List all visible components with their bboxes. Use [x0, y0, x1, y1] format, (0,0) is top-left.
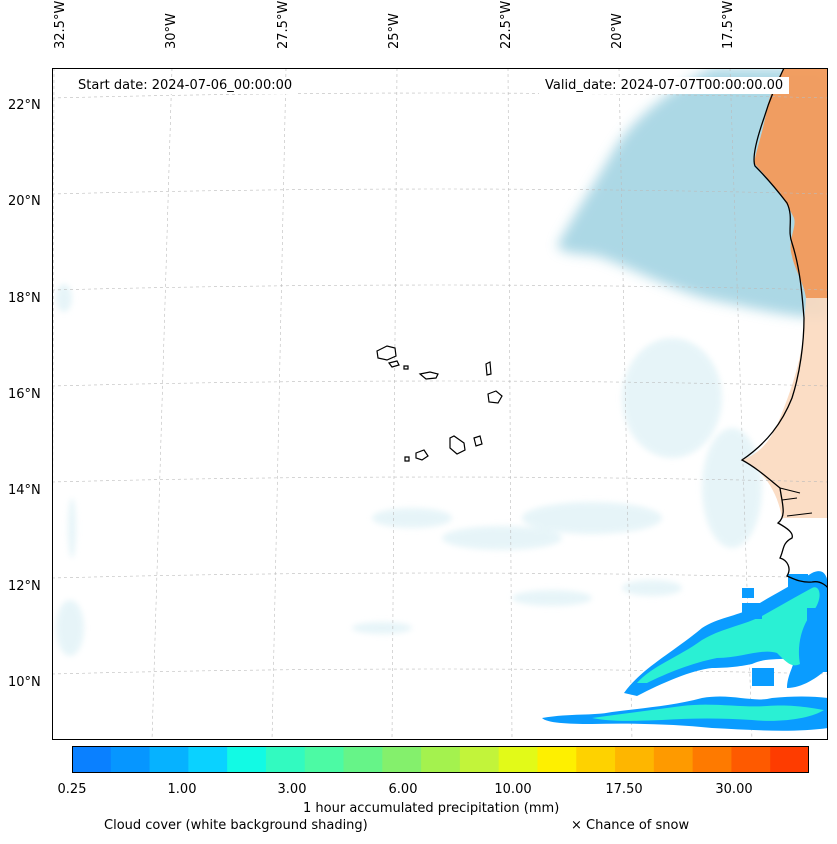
colorbar-tick: 1.00	[167, 782, 197, 797]
colorbar-segment	[110, 746, 151, 773]
land-shading-north	[754, 68, 828, 298]
colorbar-border	[72, 746, 809, 773]
lon-label-30w: 30°W	[164, 13, 179, 49]
colorbar-segment	[692, 746, 732, 773]
colorbar-segment	[537, 746, 577, 773]
colorbar-label: 1 hour accumulated precipitation (mm)	[303, 801, 560, 816]
colorbar-segment	[498, 746, 538, 773]
lon-label-27-5w: 27.5°W	[276, 0, 291, 49]
colorbar-segment	[265, 746, 306, 773]
cloud-shading	[56, 284, 762, 656]
colorbar-segment	[770, 746, 809, 773]
map-panel	[52, 68, 828, 740]
precip-band-lower-core	[592, 704, 824, 721]
gambia-coast	[779, 487, 813, 517]
colorbar-segment	[382, 746, 422, 773]
colorbar-segment	[421, 746, 461, 773]
precip-cells	[742, 574, 828, 686]
lon-label-17-5w: 17.5°W	[721, 0, 736, 49]
colorbar-segment	[343, 746, 383, 773]
colorbar-tick: 6.00	[388, 782, 418, 797]
lon-label-22-5w: 22.5°W	[499, 0, 514, 49]
colorbar-segment	[304, 746, 345, 773]
lat-label-12n: 12°N	[8, 579, 41, 594]
snow-legend: × Chance of snow	[571, 818, 690, 833]
colorbar	[72, 746, 809, 773]
lat-label-22n: 22°N	[8, 98, 41, 113]
lat-label-20n: 20°N	[8, 194, 41, 209]
graticule	[52, 68, 828, 740]
cape-verde-islands	[376, 345, 503, 462]
valid-date-label: Valid_date: 2024-07-07T00:00:00.00	[539, 77, 790, 94]
colorbar-segment	[72, 746, 112, 773]
land-shading-south	[742, 298, 828, 518]
lon-label-25w: 25°W	[387, 13, 402, 49]
precipitation-bands	[542, 571, 828, 731]
colorbar-tick: 0.25	[57, 782, 87, 797]
colorbar-segment	[227, 746, 267, 773]
africa-coastline	[740, 68, 828, 589]
start-date-label: Start date: 2024-07-06_00:00:00	[72, 77, 299, 94]
colorbar-tick: 17.50	[605, 782, 643, 797]
colorbar-tick: 30.00	[715, 782, 753, 797]
colorbar-segment	[731, 746, 771, 773]
colorbar-tick: 3.00	[277, 782, 307, 797]
lat-label-18n: 18°N	[8, 291, 41, 306]
colorbar-segment	[149, 746, 189, 773]
colorbar-tick: 10.00	[494, 782, 532, 797]
lat-label-10n: 10°N	[8, 675, 41, 690]
colorbar-segment	[653, 746, 694, 773]
lon-label-32-5w: 32.5°W	[53, 0, 68, 49]
cloud-cover-legend: Cloud cover (white background shading)	[104, 818, 368, 833]
lat-label-14n: 14°N	[8, 483, 41, 498]
precip-band-upper-core	[637, 587, 820, 683]
colorbar-segment	[188, 746, 228, 773]
colorbar-segment	[576, 746, 616, 773]
lat-label-16n: 16°N	[8, 387, 41, 402]
lon-label-20w: 20°W	[610, 13, 625, 49]
colorbar-segment	[459, 746, 500, 773]
colorbar-segment	[615, 746, 655, 773]
